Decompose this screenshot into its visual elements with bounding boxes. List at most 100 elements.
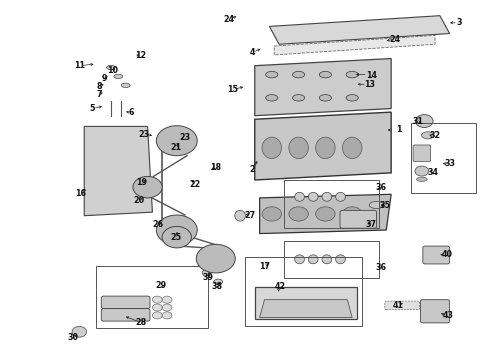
Text: 6: 6 — [129, 108, 134, 117]
Text: 17: 17 — [259, 262, 270, 271]
Polygon shape — [255, 112, 391, 180]
Ellipse shape — [289, 207, 308, 221]
FancyBboxPatch shape — [385, 301, 419, 310]
Text: 37: 37 — [365, 220, 376, 229]
Ellipse shape — [235, 210, 245, 221]
Circle shape — [152, 312, 162, 319]
Text: 12: 12 — [135, 51, 146, 60]
Ellipse shape — [316, 137, 335, 158]
Polygon shape — [260, 194, 391, 234]
Text: 19: 19 — [136, 178, 147, 187]
Text: 15: 15 — [227, 85, 238, 94]
Text: 29: 29 — [156, 281, 167, 290]
Ellipse shape — [293, 95, 305, 101]
Bar — [97, 266, 208, 328]
Ellipse shape — [319, 71, 331, 78]
Text: 2: 2 — [249, 165, 255, 174]
Polygon shape — [255, 287, 357, 319]
Circle shape — [156, 126, 197, 156]
Text: 35: 35 — [380, 201, 391, 210]
Bar — [411, 123, 476, 193]
FancyBboxPatch shape — [101, 309, 150, 321]
Circle shape — [162, 296, 172, 303]
Ellipse shape — [262, 137, 282, 158]
Text: 21: 21 — [170, 143, 181, 152]
Text: 27: 27 — [245, 211, 255, 220]
Text: 33: 33 — [444, 159, 455, 168]
Polygon shape — [274, 35, 435, 55]
Text: 25: 25 — [170, 233, 181, 242]
Text: 8: 8 — [96, 82, 101, 91]
Text: 9: 9 — [102, 74, 107, 83]
Text: 43: 43 — [443, 311, 454, 320]
Text: 13: 13 — [364, 81, 375, 90]
Ellipse shape — [107, 65, 116, 69]
Ellipse shape — [416, 177, 427, 181]
Circle shape — [162, 226, 192, 248]
Ellipse shape — [346, 71, 358, 78]
Text: 41: 41 — [393, 301, 404, 310]
Text: 7: 7 — [96, 90, 101, 99]
Text: 39: 39 — [203, 273, 214, 282]
Text: 10: 10 — [107, 66, 118, 75]
Circle shape — [133, 176, 162, 198]
Ellipse shape — [266, 95, 278, 101]
Circle shape — [162, 304, 172, 311]
Ellipse shape — [343, 207, 362, 221]
Ellipse shape — [294, 192, 304, 201]
Ellipse shape — [421, 132, 434, 139]
Ellipse shape — [293, 71, 305, 78]
Ellipse shape — [308, 192, 318, 201]
Bar — [284, 241, 379, 278]
Text: 36: 36 — [376, 183, 387, 192]
Ellipse shape — [316, 207, 335, 221]
Polygon shape — [84, 126, 152, 216]
Ellipse shape — [308, 255, 318, 264]
Text: 18: 18 — [210, 163, 221, 172]
Text: 20: 20 — [134, 195, 145, 204]
Ellipse shape — [114, 74, 122, 78]
Bar — [245, 257, 362, 327]
Text: 30: 30 — [68, 333, 79, 342]
Text: 14: 14 — [366, 71, 377, 80]
Text: 40: 40 — [441, 250, 453, 259]
Ellipse shape — [262, 207, 282, 221]
Circle shape — [415, 166, 429, 176]
Text: 23: 23 — [139, 130, 150, 139]
FancyBboxPatch shape — [340, 210, 376, 228]
Text: 5: 5 — [90, 104, 95, 113]
FancyBboxPatch shape — [423, 246, 450, 264]
FancyBboxPatch shape — [101, 296, 150, 309]
Ellipse shape — [266, 71, 278, 78]
Text: 1: 1 — [396, 126, 401, 135]
Text: 24: 24 — [390, 35, 401, 44]
Text: 36: 36 — [376, 264, 387, 273]
Text: 38: 38 — [212, 282, 223, 291]
Ellipse shape — [202, 270, 210, 276]
Text: 26: 26 — [153, 220, 164, 229]
Text: 23: 23 — [179, 133, 191, 142]
Ellipse shape — [319, 95, 331, 101]
Ellipse shape — [289, 137, 308, 158]
Text: 34: 34 — [428, 168, 439, 177]
Text: 42: 42 — [274, 282, 286, 291]
Polygon shape — [260, 300, 352, 318]
Circle shape — [196, 244, 235, 273]
Text: 11: 11 — [74, 61, 85, 70]
Text: 4: 4 — [249, 48, 255, 57]
Ellipse shape — [369, 202, 384, 208]
Text: 22: 22 — [189, 180, 200, 189]
Circle shape — [152, 296, 162, 303]
Polygon shape — [255, 59, 391, 116]
Text: 24: 24 — [224, 15, 235, 24]
Text: 3: 3 — [457, 18, 462, 27]
Ellipse shape — [121, 83, 130, 87]
Ellipse shape — [336, 192, 345, 201]
Circle shape — [156, 215, 197, 245]
Ellipse shape — [322, 255, 332, 264]
Circle shape — [72, 327, 87, 337]
Text: 31: 31 — [413, 117, 423, 126]
Polygon shape — [270, 16, 450, 44]
Ellipse shape — [294, 255, 304, 264]
Ellipse shape — [346, 95, 358, 101]
